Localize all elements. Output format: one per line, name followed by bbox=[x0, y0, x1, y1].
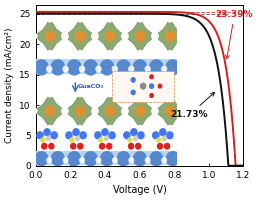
Text: 23.39%: 23.39% bbox=[216, 10, 253, 59]
Y-axis label: Current density (mA/cm²): Current density (mA/cm²) bbox=[5, 28, 14, 143]
X-axis label: Voltage (V): Voltage (V) bbox=[113, 185, 167, 195]
Text: 21.73%: 21.73% bbox=[171, 92, 214, 119]
